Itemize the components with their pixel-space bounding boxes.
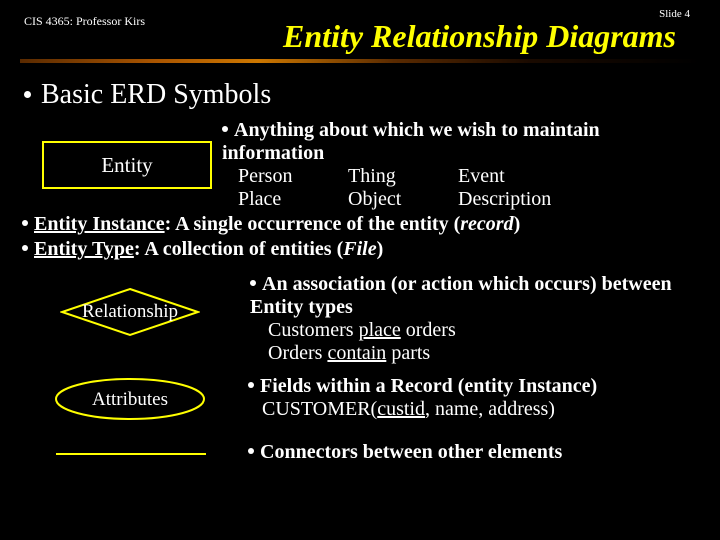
type-tail: ) [377,238,384,260]
attributes-ellipse: Attributes [30,371,230,431]
instance-text: : A single occurrence of the entity ( [165,213,461,235]
connector-description: Connectors between other elements [230,441,562,464]
attributes-label: Attributes [30,389,230,411]
relationship-desc-text: An association (or action which occurs) … [250,273,672,318]
bullet-icon [22,245,28,251]
entity-desc-text: Anything about which we wish to maintain… [222,119,600,164]
attributes-description: Fields within a Record (entity Instance)… [230,371,597,421]
entity-examples-row2: Place Object Description [222,188,700,211]
entity-rectangle: Entity [42,141,212,189]
entity-instance-line: Entity Instance: A single occurrence of … [20,213,700,236]
instance-label: Entity Instance [34,213,165,235]
grid-cell: Description [458,188,568,211]
bullet-icon [22,220,28,226]
line-icon [56,453,206,455]
grid-cell: Person [238,165,348,188]
instance-tail: ) [514,213,521,235]
attributes-example: CUSTOMER(custid, name, address) [248,398,597,421]
bullet-icon [248,448,254,454]
instance-italic: record [460,213,513,235]
entity-section: Entity Anything about which we wish to m… [20,119,700,211]
connector-desc-text: Connectors between other elements [260,441,562,463]
slide-number: Slide 4 [659,8,690,20]
grid-cell: Event [458,165,568,188]
relationship-label: Relationship [30,301,230,323]
type-label: Entity Type [34,238,134,260]
section-heading: Basic ERD Symbols [0,73,720,119]
divider-gradient [20,59,700,63]
grid-cell: Object [348,188,458,211]
attributes-section: Attributes Fields within a Record (entit… [20,371,700,431]
bullet-icon [248,382,254,388]
entity-type-line: Entity Type: A collection of entities (F… [20,238,700,261]
course-label: CIS 4365: Professor Kirs [24,14,145,29]
section-heading-text: Basic ERD Symbols [41,79,271,110]
bullet-icon [222,126,228,132]
relationship-example2: Orders contain parts [250,342,700,365]
slide-header: CIS 4365: Professor Kirs Slide 4 Entity … [0,0,720,55]
relationship-section: Relationship An association (or action w… [20,273,700,365]
content-area: Entity Anything about which we wish to m… [0,119,720,471]
attributes-desc-text: Fields within a Record (entity Instance) [260,375,597,397]
connector-section: Connectors between other elements [20,441,700,471]
connector-line-shape [30,441,230,471]
entity-description: Anything about which we wish to maintain… [222,119,700,211]
bullet-icon [24,91,31,98]
relationship-example1: Customers place orders [250,319,700,342]
grid-cell: Place [238,188,348,211]
entity-examples-row1: Person Thing Event [222,165,700,188]
relationship-diamond: Relationship [30,273,230,351]
bullet-icon [250,280,256,286]
type-text: : A collection of entities ( [134,238,343,260]
grid-cell: Thing [348,165,458,188]
entity-label: Entity [101,153,152,178]
relationship-description: An association (or action which occurs) … [230,273,700,365]
type-italic: File [343,238,376,260]
